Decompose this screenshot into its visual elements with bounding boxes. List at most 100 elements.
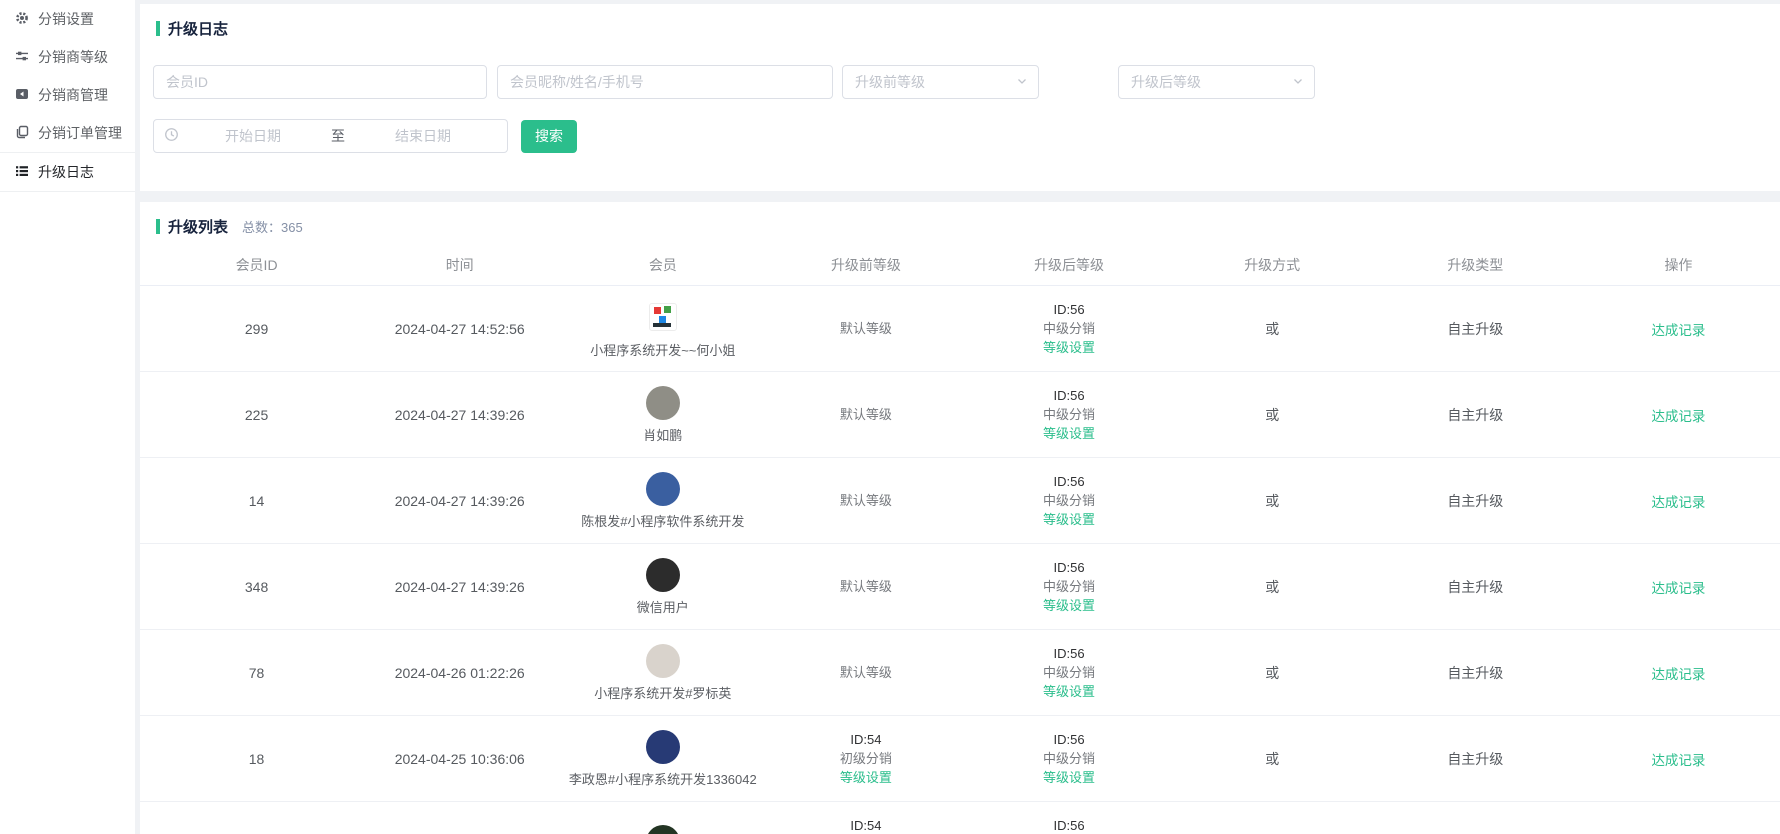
- chevron-down-icon: [1016, 74, 1028, 90]
- cell-member: 小程序系统开发#罗标英: [561, 643, 764, 702]
- cell-level-after: ID:56 中级分销 等级设置: [968, 816, 1171, 834]
- avatar: [645, 643, 680, 678]
- sidebar-item-upgrade-log[interactable]: 升级日志: [0, 153, 135, 191]
- level-setting-link[interactable]: 等级设置: [1043, 770, 1096, 785]
- achieve-record-link[interactable]: 达成记录: [1651, 322, 1706, 338]
- level-name: 中级分销: [1043, 493, 1096, 508]
- column-header: 操作: [1664, 257, 1693, 273]
- level-name: 中级分销: [1043, 321, 1096, 336]
- achieve-record-link[interactable]: 达成记录: [1651, 752, 1706, 768]
- filter-row-1: 升级前等级 升级后等级: [153, 65, 1315, 99]
- level-id: ID:56: [1053, 302, 1085, 317]
- level-setting-link[interactable]: 等级设置: [1043, 512, 1096, 527]
- table-row: 225 2024-04-27 14:39:26 肖如鹏 默认等级 ID:56 中…: [140, 372, 1780, 458]
- level-name: 中级分销: [1043, 665, 1096, 680]
- select-placeholder: 升级后等级: [1131, 74, 1201, 90]
- achieve-record-link[interactable]: 达成记录: [1651, 408, 1706, 424]
- search-button[interactable]: 搜索: [521, 119, 577, 153]
- member-name: 李政恩#小程序系统开发1336042: [568, 771, 757, 787]
- cell-time: 2024-04-27 14:52:56: [394, 320, 525, 337]
- cell-member-id: 78: [248, 664, 265, 681]
- clock-icon: [164, 127, 179, 145]
- level-name: 中级分销: [1043, 751, 1096, 766]
- sidebar-item-label: 分销设置: [38, 11, 94, 27]
- cell-level-after: ID:56 中级分销 等级设置: [968, 472, 1171, 529]
- date-start-placeholder: 开始日期: [225, 128, 281, 144]
- level-id: ID:56: [1053, 560, 1085, 575]
- level-id: ID:56: [1053, 646, 1085, 661]
- cell-level-before: ID:54 初级分销 等级设置: [764, 816, 967, 834]
- cell-time: 2024-04-27 14:39:26: [394, 406, 525, 423]
- table-row: 14 2024-04-27 14:39:26 陈根发#小程序软件系统开发 默认等…: [140, 458, 1780, 544]
- cell-upgrade-type: 自主升级: [1447, 406, 1504, 423]
- cell-level-before: ID:54 初级分销 等级设置: [764, 730, 967, 787]
- table-body: 299 2024-04-27 14:52:56 小程序系统开发~~何小姐 默认等…: [140, 286, 1780, 834]
- cell-member: 李政恩#小程序系统开发1336042: [561, 729, 764, 788]
- level-setting-link[interactable]: 等级设置: [1043, 684, 1096, 699]
- sidebar-item-label: 升级日志: [38, 164, 94, 180]
- cell-upgrade-method: 或: [1265, 406, 1280, 423]
- member-name: 微信用户: [636, 599, 689, 615]
- sidebar-item-distributor-management[interactable]: 分销商管理: [0, 76, 135, 114]
- cell-action: 达成记录: [1577, 749, 1780, 769]
- level-setting-link[interactable]: 等级设置: [839, 770, 892, 785]
- table-header: 会员ID 时间 会员 升级前等级 升级后等级 升级方式 升级类型 操作: [140, 245, 1780, 286]
- level-name: 中级分销: [1043, 579, 1096, 594]
- level-setting-link[interactable]: 等级设置: [1043, 598, 1096, 613]
- avatar: [645, 385, 680, 420]
- column-header: 升级方式: [1244, 257, 1301, 273]
- total-count: 总数：365: [242, 220, 303, 235]
- cell-action: 达成记录: [1577, 319, 1780, 339]
- title-accent-bar: [156, 21, 160, 36]
- level-setting-link[interactable]: 等级设置: [1043, 426, 1096, 441]
- level-name: 初级分销: [839, 751, 892, 766]
- cell-member-id: 225: [244, 406, 269, 423]
- level-name: 默认等级: [839, 493, 892, 508]
- cell-upgrade-method: 或: [1265, 320, 1280, 337]
- date-range-input[interactable]: 开始日期 至 结束日期: [153, 119, 508, 153]
- cell-upgrade-method: 或: [1265, 664, 1280, 681]
- sidebar-item-distributor-levels[interactable]: 分销商等级: [0, 38, 135, 76]
- cell-level-before: 默认等级: [764, 663, 967, 682]
- sidebar-item-label: 分销订单管理: [38, 125, 122, 141]
- achieve-record-link[interactable]: 达成记录: [1651, 494, 1706, 510]
- avatar: [648, 302, 677, 331]
- achieve-record-link[interactable]: 达成记录: [1651, 580, 1706, 596]
- level-setting-link[interactable]: 等级设置: [1043, 340, 1096, 355]
- filter-row-2: 开始日期 至 结束日期 搜索: [153, 119, 577, 153]
- cell-upgrade-type: 自主升级: [1447, 492, 1504, 509]
- achieve-record-link[interactable]: 达成记录: [1651, 666, 1706, 682]
- level-id: ID:56: [1053, 732, 1085, 747]
- table-row: 348 2024-04-27 14:39:26 微信用户 默认等级 ID:56 …: [140, 544, 1780, 630]
- sidebar-item-distribution-settings[interactable]: 分销设置: [0, 0, 135, 38]
- level-before-select[interactable]: 升级前等级: [842, 65, 1039, 99]
- cell-level-after: ID:56 中级分销 等级设置: [968, 644, 1171, 701]
- date-separator: 至: [331, 128, 345, 144]
- table-row: 78 2024-04-26 01:22:26 小程序系统开发#罗标英 默认等级 …: [140, 630, 1780, 716]
- cell-upgrade-method: 或: [1265, 492, 1280, 509]
- cell-time: 2024-04-27 14:39:26: [394, 492, 525, 509]
- cell-level-after: ID:56 中级分销 等级设置: [968, 300, 1171, 357]
- cell-member: 微信用户: [561, 557, 764, 616]
- sidebar-item-label: 分销商管理: [38, 87, 108, 103]
- cell-level-after: ID:56 中级分销 等级设置: [968, 558, 1171, 615]
- member-info-input[interactable]: [497, 65, 833, 99]
- member-id-input[interactable]: [153, 65, 487, 99]
- cell-action: 达成记录: [1577, 577, 1780, 597]
- member-name: 小程序系统开发#罗标英: [594, 685, 732, 701]
- level-after-select[interactable]: 升级后等级: [1118, 65, 1315, 99]
- gear-icon: [15, 11, 29, 28]
- cell-member: 小程序系统开发~~何小姐: [561, 299, 764, 359]
- cell-upgrade-method: 或: [1265, 578, 1280, 595]
- cell-action: 达成记录: [1577, 663, 1780, 683]
- cell-upgrade-method: 或: [1265, 750, 1280, 767]
- column-header: 升级前等级: [830, 257, 901, 273]
- orders-icon: [15, 125, 29, 142]
- member-name: 肖如鹏: [643, 427, 683, 443]
- column-header: 时间: [445, 257, 474, 273]
- cell-level-before: 默认等级: [764, 319, 967, 338]
- cell-upgrade-type: 自主升级: [1447, 750, 1504, 767]
- cell-member-id: 299: [244, 320, 269, 337]
- level-name: 默认等级: [839, 665, 892, 680]
- sidebar-item-distribution-orders[interactable]: 分销订单管理: [0, 114, 135, 152]
